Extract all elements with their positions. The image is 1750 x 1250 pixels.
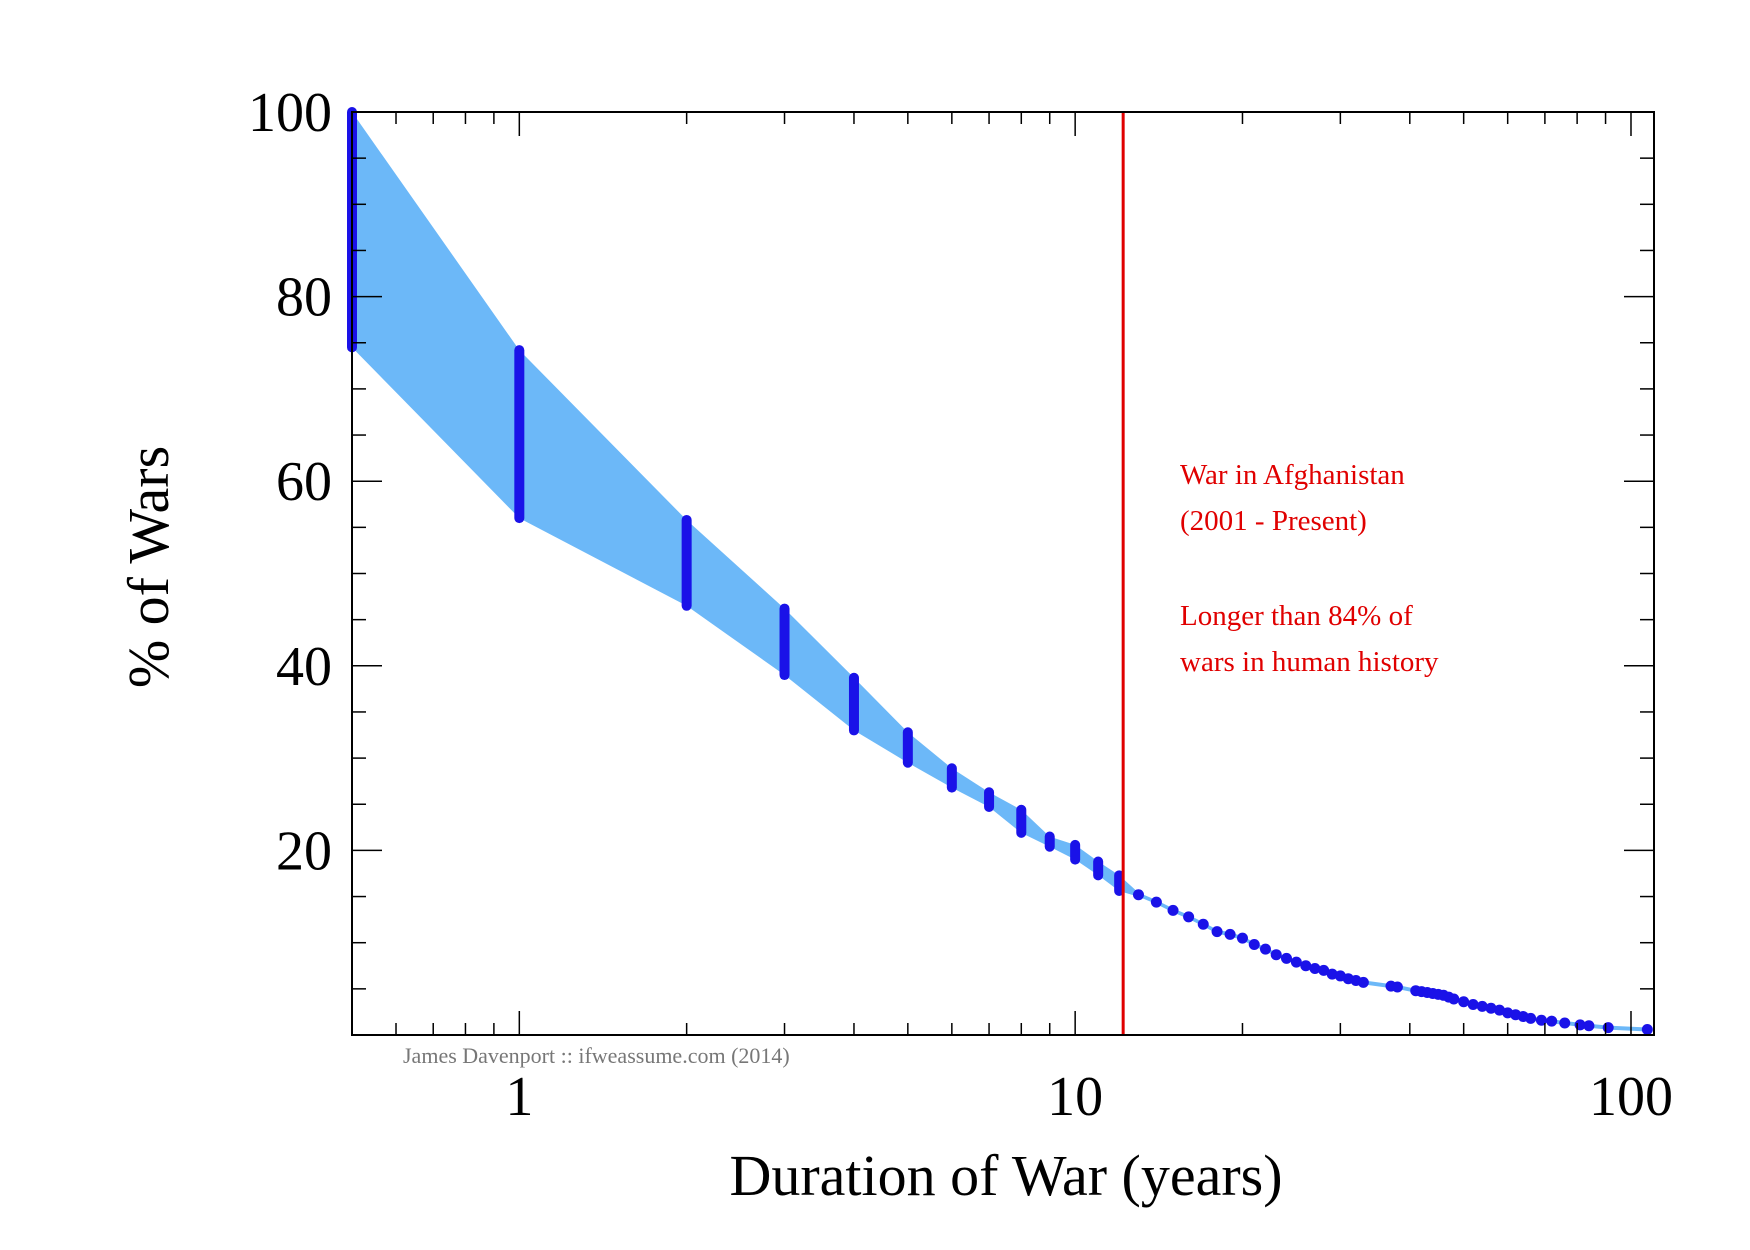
data-point	[1535, 1014, 1547, 1026]
annotation-line-1: War in Afghanistan	[1180, 459, 1405, 491]
data-point	[1391, 981, 1403, 993]
data-point	[1546, 1015, 1558, 1027]
data-point	[1318, 964, 1330, 976]
y-tick-label: 100	[248, 82, 332, 144]
data-point	[1583, 1020, 1595, 1032]
y-tick-label: 20	[276, 820, 332, 882]
annotation-line-3: Longer than 84% of	[1180, 600, 1413, 632]
data-point	[1248, 939, 1260, 951]
range-bars-layer	[347, 107, 1125, 897]
data-point	[1641, 1023, 1653, 1035]
data-point	[1559, 1017, 1571, 1029]
data-point	[1259, 943, 1271, 955]
tick-marks-layer	[351, 111, 1654, 1036]
data-point	[1485, 1002, 1497, 1014]
data-point	[1290, 956, 1302, 968]
data-point	[1300, 960, 1312, 972]
data-point	[1270, 949, 1282, 961]
y-axis-title: % of Wars	[116, 446, 181, 688]
x-axis-title: Duration of War (years)	[729, 1143, 1282, 1208]
afghanistan-annotation: War in Afghanistan (2001 - Present) Long…	[1180, 459, 1439, 678]
y-tick-label: 60	[276, 451, 332, 513]
data-point	[1280, 952, 1292, 964]
x-tick-label: 1	[505, 1066, 533, 1128]
y-tick-label: 40	[276, 636, 332, 698]
data-point	[1448, 993, 1460, 1005]
annotation-line-2: (2001 - Present)	[1180, 505, 1367, 537]
data-point	[1357, 976, 1369, 988]
data-point	[1326, 968, 1338, 980]
data-point	[1183, 911, 1195, 923]
survival-band-layer	[352, 112, 1648, 1032]
data-point	[1150, 896, 1162, 908]
data-point	[1467, 999, 1479, 1011]
plot-frame	[351, 111, 1655, 1036]
data-point	[1309, 963, 1321, 975]
credit-text: James Davenport :: ifweassume.com (2014)	[403, 1043, 790, 1068]
tick-labels-layer: 1 10 100 20 40 60 80 100	[248, 82, 1673, 1128]
data-point	[1602, 1022, 1614, 1034]
survival-band	[352, 112, 1648, 1032]
annotation-line-4: wars in human history	[1180, 646, 1439, 678]
data-point	[1458, 996, 1470, 1008]
data-point	[1236, 932, 1248, 944]
data-point	[1167, 904, 1179, 916]
x-tick-label: 10	[1047, 1066, 1103, 1128]
data-points-layer	[1132, 889, 1653, 1035]
data-point	[1211, 926, 1223, 938]
data-point	[1224, 928, 1236, 940]
data-point	[1476, 1000, 1488, 1012]
data-point	[1525, 1012, 1537, 1024]
data-point	[1197, 918, 1209, 930]
y-tick-label: 80	[276, 267, 332, 329]
data-point	[1132, 889, 1144, 901]
x-tick-label: 100	[1589, 1066, 1673, 1128]
